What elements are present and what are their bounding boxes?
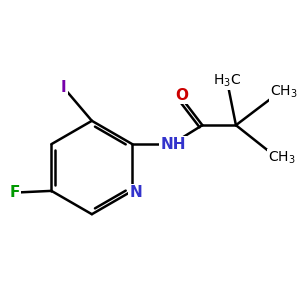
Text: H$_3$C: H$_3$C [213,72,241,89]
Text: O: O [176,88,188,103]
Text: CH$_3$: CH$_3$ [268,150,296,166]
Text: CH$_3$: CH$_3$ [270,84,297,101]
Text: F: F [9,185,20,200]
Text: NH: NH [160,137,186,152]
Text: I: I [61,80,66,95]
Text: N: N [129,185,142,200]
